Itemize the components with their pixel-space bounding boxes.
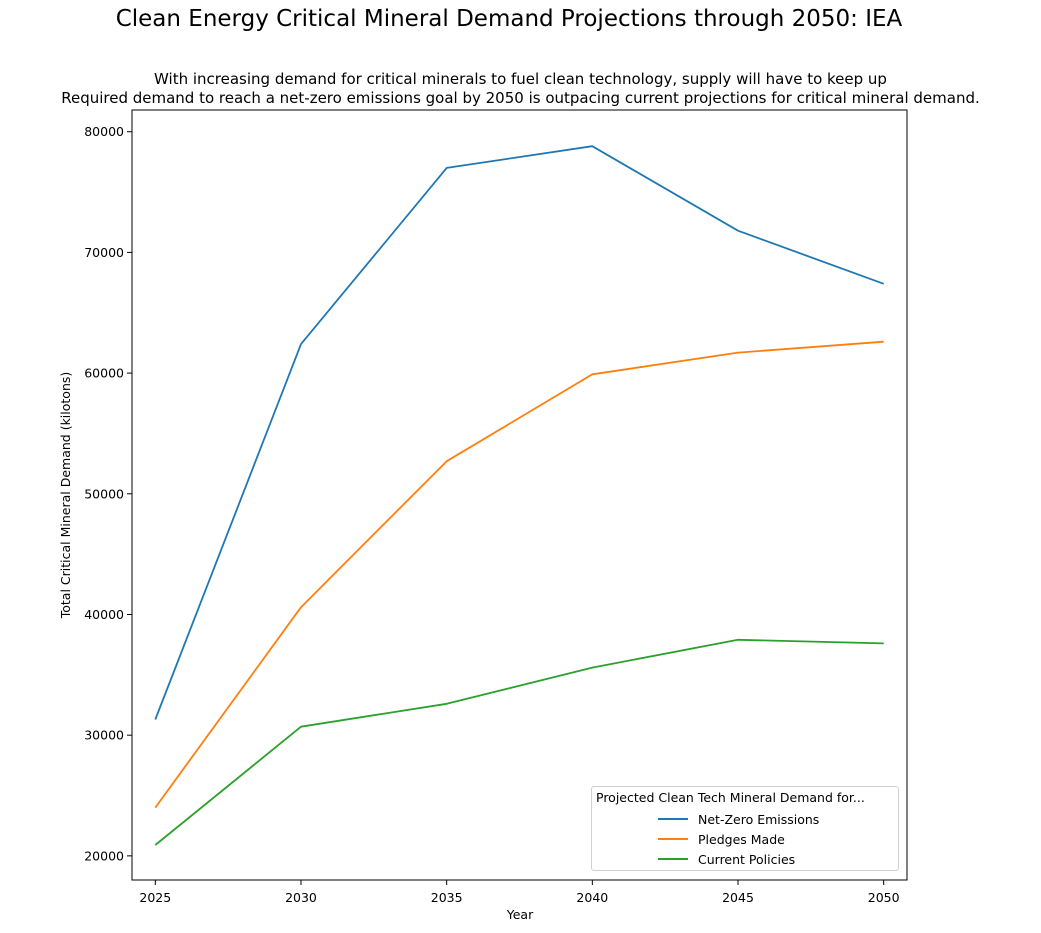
chart-legend: Projected Clean Tech Mineral Demand for.… (591, 786, 899, 871)
legend-label: Net-Zero Emissions (698, 811, 820, 827)
y-tick-label: 50000 (84, 486, 124, 501)
chart-subtitle-line-2: Required demand to reach a net-zero emis… (61, 89, 980, 107)
legend-title: Projected Clean Tech Mineral Demand for.… (596, 790, 865, 805)
y-tick-label: 70000 (84, 245, 124, 260)
legend-label: Pledges Made (698, 831, 785, 847)
y-tick-label: 20000 (84, 848, 124, 863)
chart-suptitle: Clean Energy Critical Mineral Demand Pro… (115, 6, 903, 32)
y-tick-label: 40000 (84, 607, 124, 622)
x-axis-ticks: 2025 2030 2035 2040 2045 2050 (139, 880, 900, 905)
y-axis-label: Total Critical Mineral Demand (kilotons) (58, 372, 73, 620)
x-tick-label: 2040 (576, 890, 608, 905)
x-tick-label: 2025 (139, 890, 171, 905)
series-lines (154, 145, 885, 846)
x-axis-label: Year (506, 907, 534, 922)
legend-label: Current Policies (698, 851, 796, 867)
legend-swatch (658, 858, 688, 860)
y-tick-label: 80000 (84, 124, 124, 139)
legend-item-current-policies: Current Policies (658, 850, 795, 868)
legend-swatch (658, 838, 688, 840)
series-line-1 (154, 340, 884, 809)
series-line-0 (154, 145, 885, 720)
x-tick-label: 2035 (431, 890, 463, 905)
chart-subtitle-line-1: With increasing demand for critical mine… (154, 70, 887, 88)
x-tick-label: 2050 (868, 890, 900, 905)
plot-frame (131, 109, 908, 881)
legend-item-net-zero: Net-Zero Emissions (658, 810, 819, 828)
y-axis-ticks: 20000 30000 40000 50000 60000 70000 80000 (84, 124, 132, 863)
y-tick-label: 60000 (84, 366, 124, 381)
x-tick-label: 2045 (722, 890, 754, 905)
x-tick-label: 2030 (285, 890, 317, 905)
legend-swatch (658, 818, 688, 820)
series-line-2 (154, 638, 884, 846)
y-tick-label: 30000 (84, 728, 124, 743)
legend-item-pledges: Pledges Made (658, 830, 785, 848)
